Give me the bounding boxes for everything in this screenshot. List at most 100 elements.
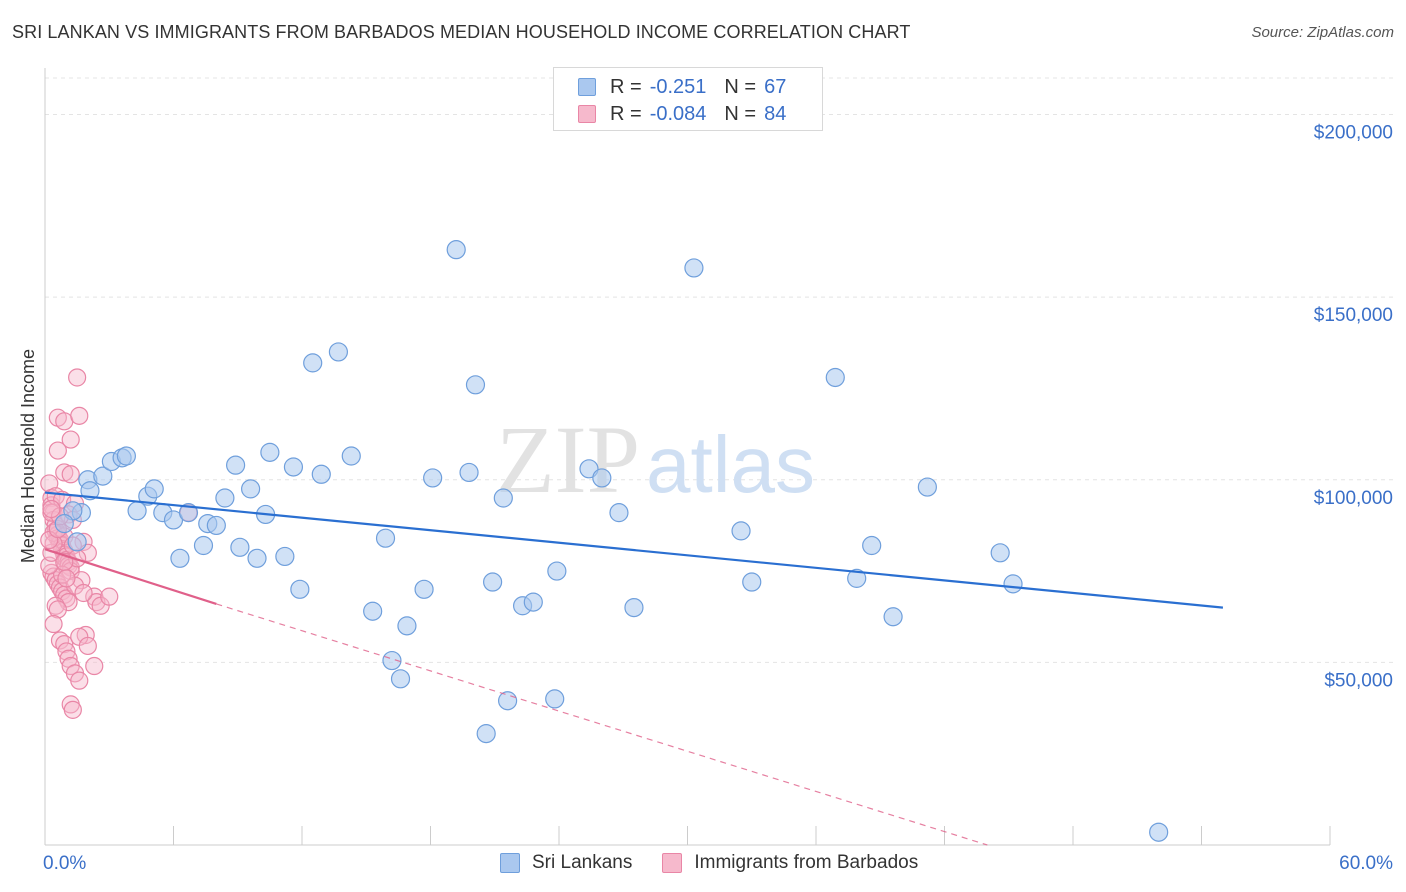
srilankan-trend-line — [44, 491, 1224, 609]
legend-row-barbados: R = -0.084 N = 84 — [578, 102, 786, 126]
barbados-point[interactable] — [42, 499, 61, 519]
legend-n-value: 67 — [764, 75, 787, 98]
srilankan-point[interactable] — [465, 375, 486, 395]
barbados-point[interactable] — [74, 583, 93, 603]
barbados-point[interactable] — [48, 441, 67, 460]
legend-r-label: R = — [610, 102, 642, 125]
legend-swatch-pink — [662, 853, 683, 873]
x-tick-label-min: 0.0% — [43, 853, 86, 874]
barbados-point[interactable] — [61, 430, 80, 449]
srilankan-point[interactable] — [382, 650, 402, 671]
srilankan-point[interactable] — [523, 592, 543, 612]
srilankan-point[interactable] — [547, 561, 567, 581]
barbados-point[interactable] — [55, 635, 74, 654]
srilankan-point[interactable] — [178, 503, 199, 523]
barbados-point[interactable] — [70, 671, 89, 690]
srilankan-point[interactable] — [67, 532, 87, 552]
srilankan-point[interactable] — [226, 455, 246, 475]
srilankan-point[interactable] — [742, 572, 762, 592]
srilankan-point[interactable] — [609, 503, 629, 523]
srilankan-point[interactable] — [275, 546, 295, 567]
legend-item-srilankans[interactable]: Sri Lankans — [500, 852, 632, 874]
srilankan-point[interactable] — [592, 468, 612, 488]
srilankan-point[interactable] — [397, 616, 417, 636]
barbados-point[interactable] — [44, 614, 63, 634]
barbados-point[interactable] — [76, 625, 95, 645]
barbados-points — [40, 368, 198, 719]
srilankan-point[interactable] — [375, 528, 396, 548]
barbados-trend-line — [44, 548, 217, 605]
srilankan-point[interactable] — [303, 353, 323, 373]
y-tick-label: $150,000 — [1314, 305, 1393, 326]
srilankan-point[interactable] — [684, 258, 704, 278]
srilankan-point[interactable] — [917, 477, 937, 497]
legend-row-srilankans: R = -0.251 N = 67 — [578, 75, 786, 99]
barbados-point[interactable] — [61, 465, 80, 484]
tick-labels: $50,000 $100,000 $150,000 $200,000 0.0% 60.0% — [43, 123, 1393, 874]
srilankan-point[interactable] — [215, 488, 235, 508]
srilankan-point[interactable] — [206, 515, 226, 536]
source-label: Source: ZipAtlas.com — [1251, 24, 1394, 41]
watermark: ZIP atlas — [496, 406, 815, 513]
barbados-point[interactable] — [63, 700, 82, 719]
legend-swatch-pink — [578, 105, 596, 123]
srilankan-point[interactable] — [624, 597, 644, 618]
srilankan-point[interactable] — [731, 521, 751, 541]
srilankan-point[interactable] — [247, 548, 267, 568]
y-axis-label: Median Household Income — [18, 349, 38, 563]
srilankan-point[interactable] — [170, 548, 190, 568]
srilankan-point[interactable] — [93, 466, 113, 486]
legend-swatch-blue — [500, 853, 520, 873]
srilankan-point[interactable] — [311, 464, 331, 484]
srilankan-point[interactable] — [1003, 574, 1023, 594]
srilankan-point[interactable] — [230, 537, 250, 557]
srilankan-point[interactable] — [883, 607, 903, 627]
srilankan-point[interactable] — [862, 535, 882, 556]
barbados-point[interactable] — [70, 406, 89, 425]
srilankan-point[interactable] — [498, 691, 518, 711]
srilankan-point[interactable] — [241, 479, 261, 499]
srilankan-point[interactable] — [545, 689, 565, 709]
legend-n-label: N = — [724, 102, 757, 125]
srilankan-point[interactable] — [54, 513, 74, 534]
srilankan-point[interactable] — [476, 724, 496, 744]
srilankan-point[interactable] — [1149, 822, 1169, 842]
legend-label: Immigrants from Barbados — [694, 852, 919, 873]
srilankan-point[interactable] — [390, 669, 411, 689]
srilankan-point[interactable] — [80, 481, 100, 501]
barbados-point[interactable] — [48, 600, 67, 619]
srilankan-point[interactable] — [328, 342, 349, 362]
barbados-point[interactable] — [57, 642, 76, 661]
srilankan-points — [54, 240, 1169, 842]
srilankan-point[interactable] — [193, 535, 214, 556]
stats-legend: R = -0.251 N = 67 R = -0.084 N = 84 — [553, 67, 823, 131]
srilankan-point[interactable] — [483, 572, 503, 592]
srilankan-point[interactable] — [116, 446, 136, 466]
barbados-point[interactable] — [100, 587, 119, 606]
barbados-point[interactable] — [85, 656, 104, 676]
barbados-point[interactable] — [78, 636, 97, 656]
srilankan-point[interactable] — [847, 568, 867, 588]
barbados-point[interactable] — [68, 368, 87, 387]
srilankan-point[interactable] — [144, 479, 164, 499]
legend-r-label: R = — [610, 75, 642, 98]
srilankan-point[interactable] — [423, 468, 443, 488]
srilankan-point[interactable] — [363, 601, 383, 621]
srilankan-point[interactable] — [260, 442, 280, 462]
srilankan-point[interactable] — [414, 579, 434, 599]
srilankan-point[interactable] — [283, 457, 304, 477]
barbados-point[interactable] — [55, 463, 74, 482]
srilankan-point[interactable] — [341, 446, 361, 466]
gridlines — [45, 77, 1395, 663]
srilankan-point[interactable] — [990, 543, 1010, 563]
srilankan-point[interactable] — [446, 240, 466, 260]
srilankan-point[interactable] — [459, 462, 479, 483]
legend-item-barbados[interactable]: Immigrants from Barbados — [662, 852, 918, 874]
barbados-trend-extension — [216, 603, 988, 846]
srilankan-point[interactable] — [290, 579, 310, 599]
barbados-point[interactable] — [57, 569, 76, 588]
legend-label: Sri Lankans — [532, 852, 633, 873]
srilankan-point[interactable] — [825, 367, 845, 388]
srilankan-point[interactable] — [493, 488, 513, 508]
